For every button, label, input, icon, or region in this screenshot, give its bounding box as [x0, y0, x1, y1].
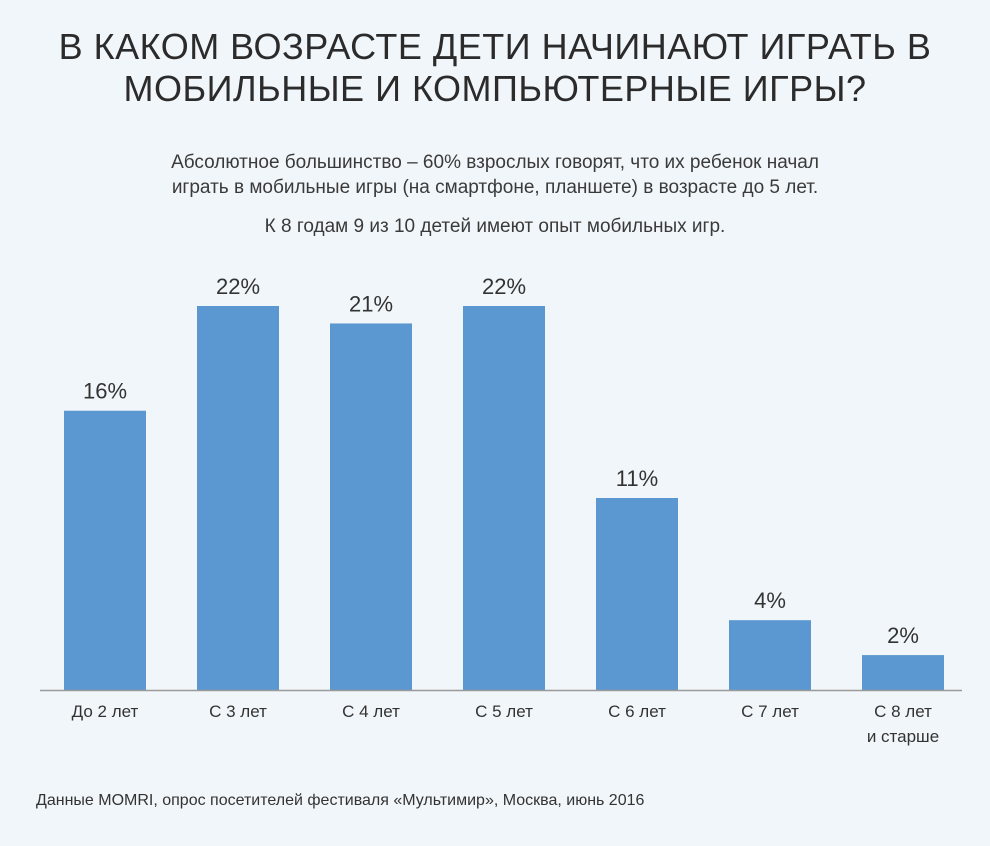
data-label-5: 11%	[616, 466, 658, 491]
data-label-3: 21%	[349, 291, 393, 316]
category-label-7: С 8 лет	[874, 702, 932, 721]
bar-3	[330, 323, 412, 690]
data-label-2: 22%	[216, 274, 260, 299]
bar-7	[862, 655, 944, 690]
chart-subtitle-2: К 8 годам 9 из 10 детей имеют опыт мобил…	[264, 216, 726, 237]
category-label-5: С 6 лет	[608, 702, 666, 721]
data-label-6: 4%	[754, 588, 786, 613]
category-label-2: С 3 лет	[209, 702, 267, 721]
bar-6	[729, 620, 811, 690]
category-label-1: До 2 лет	[72, 702, 139, 721]
data-label-7: 2%	[887, 623, 919, 648]
category-label-3: С 4 лет	[342, 702, 400, 721]
chart-subtitle-line2: играть в мобильные игры (на смартфоне, п…	[171, 177, 819, 198]
chart-subtitle: Абсолютное большинство – 60% взрослых го…	[95, 150, 895, 200]
chart-title-line1: В КАКОМ ВОЗРАСТЕ ДЕТИ НАЧИНАЮТ ИГРАТЬ В	[58, 26, 932, 67]
chart-title-line2: МОБИЛЬНЫЕ И КОМПЬЮТЕРНЫЕ ИГРЫ?	[123, 68, 867, 109]
category-label-4: С 5 лет	[475, 702, 533, 721]
bar-2	[197, 306, 279, 690]
chart-subtitle-line1: Абсолютное большинство – 60% взрослых го…	[171, 152, 819, 173]
category-label-6: С 7 лет	[741, 702, 799, 721]
data-label-4: 22%	[482, 274, 526, 299]
bar-4	[463, 306, 545, 690]
data-label-1: 16%	[83, 379, 127, 404]
bar-1	[64, 410, 146, 690]
chart-title: В КАКОМ ВОЗРАСТЕ ДЕТИ НАЧИНАЮТ ИГРАТЬ В …	[0, 26, 990, 110]
source-note: Данные MOMRI, опрос посетителей фестивал…	[36, 792, 645, 809]
category-label-7-line2: и старше	[867, 727, 939, 746]
bar-5	[596, 498, 678, 690]
